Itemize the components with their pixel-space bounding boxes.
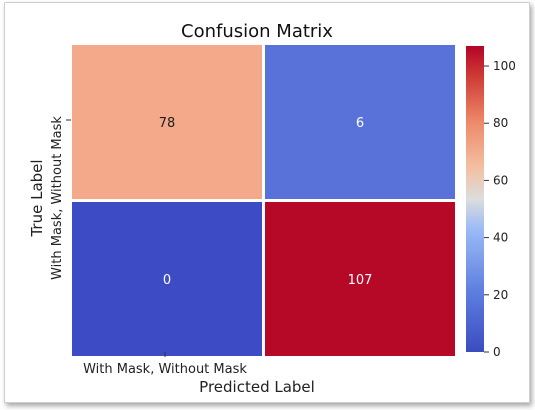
colorbar-tick-label: 100 (493, 59, 516, 73)
cell-value-label-0-1: 6 (356, 116, 364, 131)
colorbar-tick-label: 80 (493, 116, 508, 130)
x-axis-label: Predicted Label (199, 378, 315, 396)
heatmap-cell-0-0 (72, 45, 262, 199)
cell-value-label-1-0: 0 (163, 273, 171, 288)
chart-title: Confusion Matrix (181, 21, 333, 42)
colorbar-tick-label: 0 (493, 345, 501, 359)
colorbar (466, 46, 484, 352)
confusion-matrix-chart: Confusion Matrix 78 60 107 With Mask, With… (28, 21, 516, 396)
x-tick-label: With Mask, Without Mask (83, 362, 247, 377)
figure-frame: Confusion Matrix 78 6 0 107 With Mask, With… (4, 2, 530, 403)
y-tick-label: With Mask, Without Mask (50, 116, 65, 280)
cell-value-label-0-0: 78 (159, 116, 176, 131)
heatmap-cell-1-1 (265, 202, 455, 356)
cell-value-label-1-1: 107 (348, 273, 373, 288)
colorbar-tick-label: 20 (493, 288, 508, 302)
heatmap-cell-0-1 (265, 45, 455, 199)
heatmap-cell-1-0 (72, 202, 262, 356)
y-axis-label: True Label (28, 159, 46, 237)
colorbar-tick-label: 60 (493, 173, 508, 187)
colorbar-tick-label: 40 (493, 231, 508, 245)
